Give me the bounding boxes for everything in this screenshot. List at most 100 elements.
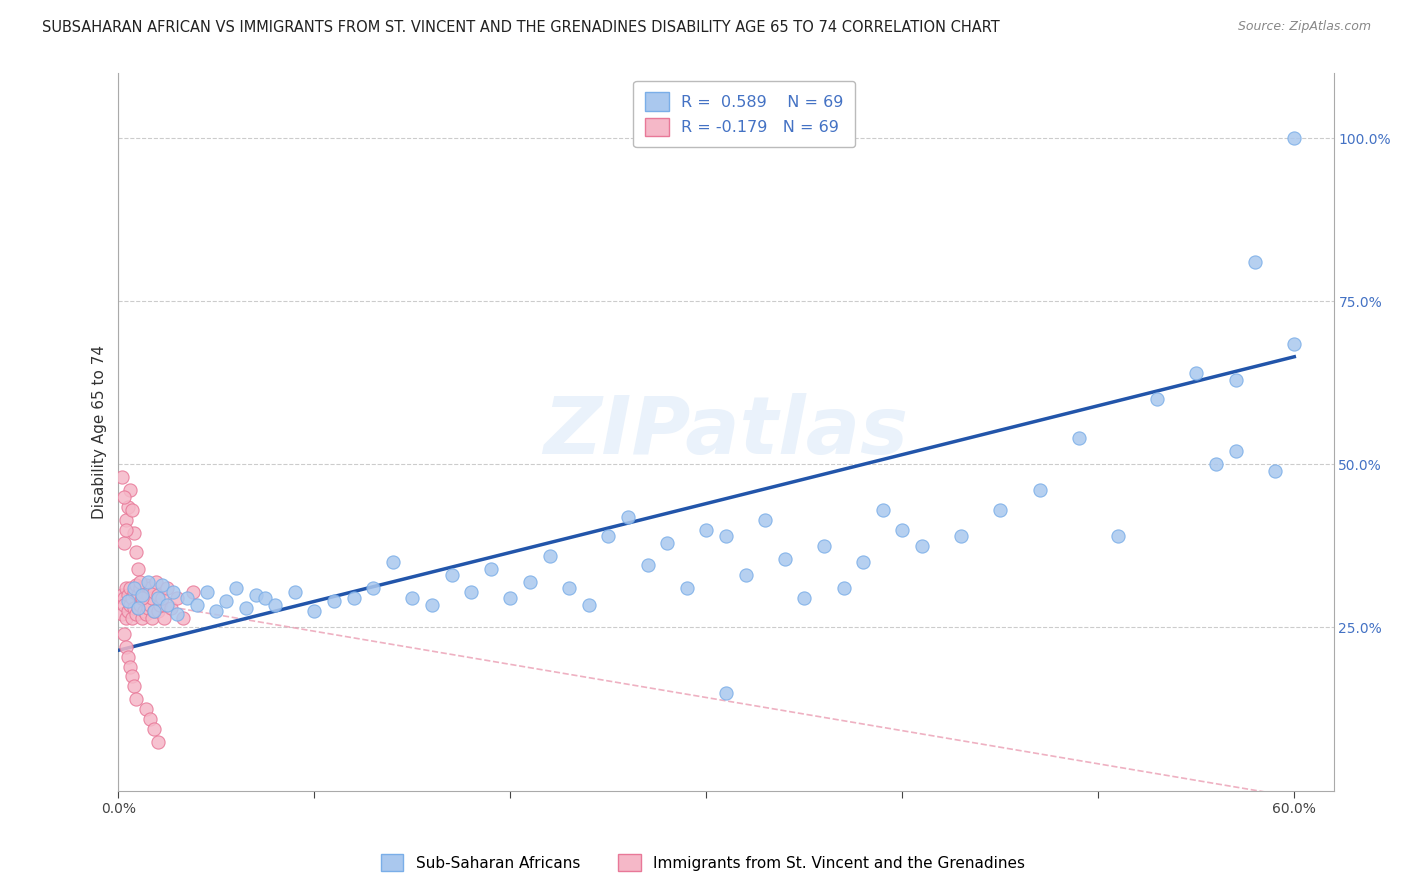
Point (420, 598, 443, 612)
Point (578, 598, 600, 612)
Point (1107, 529, 1129, 543)
Point (122, 582, 145, 596)
Point (136, 600, 159, 615)
Point (115, 523, 138, 537)
Text: Source: ZipAtlas.com: Source: ZipAtlas.com (1237, 20, 1371, 33)
Point (734, 568, 756, 582)
Point (264, 598, 287, 612)
Point (132, 584, 155, 599)
Point (254, 591, 277, 606)
Point (832, 582, 855, 596)
Point (115, 640, 138, 654)
Point (115, 582, 138, 596)
Point (112, 591, 135, 606)
Point (401, 591, 423, 606)
Point (135, 607, 157, 622)
Point (714, 529, 737, 543)
Point (146, 604, 169, 618)
Point (166, 607, 188, 622)
Point (195, 584, 218, 599)
Point (186, 598, 208, 612)
Point (121, 610, 143, 624)
Point (117, 594, 139, 608)
Point (538, 549, 561, 563)
Point (125, 578, 148, 592)
Point (205, 604, 228, 618)
Point (150, 578, 173, 592)
Point (479, 562, 502, 576)
Point (120, 659, 142, 673)
Point (115, 513, 138, 527)
Point (117, 588, 139, 602)
Point (135, 578, 157, 592)
Point (675, 582, 697, 596)
Point (142, 584, 165, 599)
Point (343, 591, 366, 606)
Point (127, 600, 149, 615)
Point (245, 588, 267, 602)
Point (122, 679, 145, 693)
Legend: Sub-Saharan Africans, Immigrants from St. Vincent and the Grenadines: Sub-Saharan Africans, Immigrants from St… (374, 848, 1032, 877)
Point (132, 604, 155, 618)
Point (125, 607, 148, 622)
Point (323, 594, 346, 608)
Point (139, 582, 162, 596)
Point (141, 610, 163, 624)
Point (131, 610, 153, 624)
Y-axis label: Disability Age 65 to 74: Disability Age 65 to 74 (93, 345, 107, 519)
Point (111, 470, 134, 484)
Point (139, 598, 162, 612)
Text: SUBSAHARAN AFRICAN VS IMMIGRANTS FROM ST. VINCENT AND THE GRENADINES DISABILITY : SUBSAHARAN AFRICAN VS IMMIGRANTS FROM ST… (42, 20, 1000, 35)
Point (156, 582, 179, 596)
Point (950, 529, 973, 543)
Point (872, 503, 894, 517)
Point (131, 591, 153, 606)
Point (120, 598, 142, 612)
Point (235, 600, 257, 615)
Point (146, 588, 169, 602)
Point (793, 591, 815, 606)
Point (1244, 255, 1267, 269)
Point (127, 588, 149, 602)
Point (617, 509, 640, 524)
Point (181, 584, 204, 599)
Point (111, 588, 134, 602)
Point (657, 535, 679, 549)
Point (131, 591, 153, 606)
Point (121, 669, 143, 683)
Point (773, 552, 796, 566)
Point (136, 588, 159, 602)
Point (460, 584, 482, 599)
Point (1067, 431, 1090, 445)
Point (142, 604, 165, 618)
Point (1284, 336, 1306, 351)
Point (361, 582, 384, 596)
Point (127, 562, 149, 576)
Point (162, 584, 184, 599)
Point (142, 604, 165, 618)
Point (112, 490, 135, 504)
Point (129, 598, 152, 612)
Point (127, 600, 149, 615)
Point (129, 582, 152, 596)
Point (714, 686, 737, 700)
Point (117, 604, 139, 618)
Point (152, 610, 174, 624)
Point (1185, 366, 1208, 380)
Point (121, 503, 143, 517)
Point (125, 545, 148, 559)
Point (499, 591, 522, 606)
Point (112, 627, 135, 641)
Point (381, 555, 404, 569)
Point (225, 582, 247, 596)
Point (115, 610, 138, 624)
Point (122, 525, 145, 540)
Point (284, 584, 307, 599)
Point (166, 591, 188, 606)
Point (131, 588, 153, 602)
Point (150, 591, 173, 606)
Point (176, 591, 198, 606)
Point (598, 529, 620, 543)
Point (519, 574, 541, 589)
Point (145, 574, 167, 589)
